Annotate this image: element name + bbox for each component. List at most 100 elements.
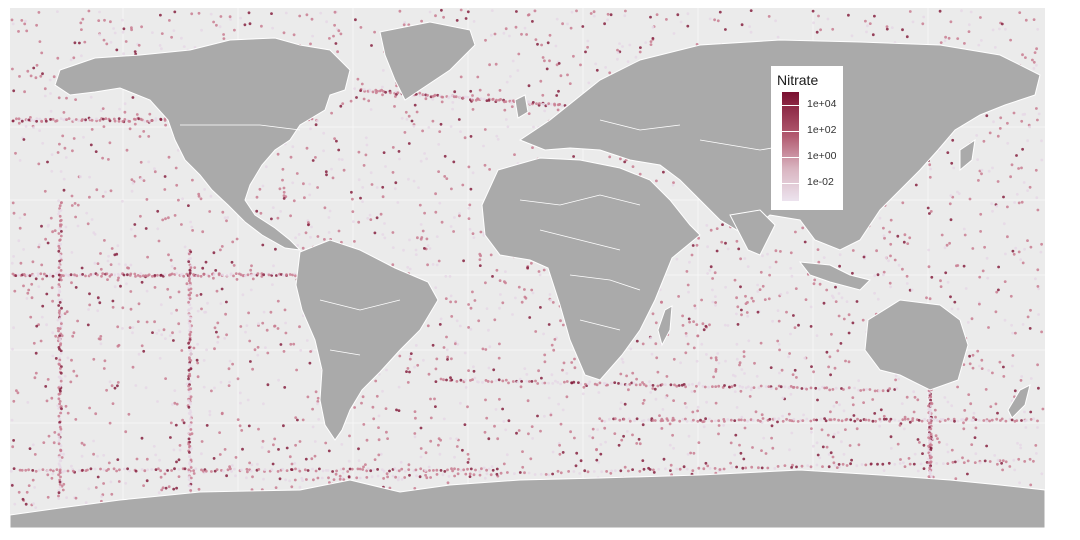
observation-point <box>661 408 665 411</box>
observation-point <box>974 452 978 456</box>
observation-point <box>189 480 193 484</box>
observation-point <box>890 26 894 29</box>
observation-point <box>433 397 436 401</box>
observation-point <box>435 235 439 239</box>
observation-point <box>173 389 177 392</box>
observation-point <box>751 419 755 422</box>
observation-point <box>943 396 947 399</box>
observation-point <box>122 52 125 56</box>
observation-point <box>307 223 310 227</box>
observation-point <box>320 476 324 480</box>
observation-point <box>341 102 345 105</box>
observation-point <box>157 239 161 243</box>
observation-point <box>353 240 356 243</box>
observation-point <box>316 119 319 123</box>
observation-point <box>974 426 978 430</box>
observation-point <box>187 288 191 292</box>
observation-point <box>360 401 363 405</box>
observation-point <box>888 387 892 391</box>
observation-point <box>723 420 726 423</box>
observation-point <box>876 273 880 277</box>
observation-point <box>827 453 831 456</box>
observation-point <box>647 418 650 422</box>
observation-point <box>334 472 338 476</box>
observation-point <box>717 361 721 365</box>
observation-point <box>980 39 983 42</box>
observation-point <box>456 472 460 476</box>
observation-point <box>811 9 815 13</box>
observation-point <box>43 189 47 193</box>
observation-point <box>39 272 43 276</box>
observation-point <box>47 223 50 227</box>
observation-point <box>388 469 391 473</box>
observation-point <box>730 465 734 469</box>
observation-point <box>59 405 63 408</box>
observation-point <box>187 388 191 391</box>
observation-point <box>882 273 885 277</box>
observation-point <box>35 63 39 67</box>
observation-point <box>498 306 501 310</box>
observation-point <box>592 10 596 14</box>
observation-point <box>901 418 905 421</box>
observation-point <box>163 472 167 476</box>
observation-point <box>58 142 61 146</box>
observation-point <box>1011 249 1015 253</box>
observation-point <box>58 392 62 396</box>
observation-point <box>96 296 100 300</box>
observation-point <box>282 273 285 277</box>
observation-point <box>939 41 943 44</box>
observation-point <box>189 448 193 451</box>
observation-point <box>1035 107 1038 110</box>
observation-point <box>873 274 877 278</box>
observation-point <box>760 466 764 470</box>
observation-point <box>451 107 454 111</box>
observation-point <box>32 502 35 505</box>
observation-point <box>1015 154 1018 157</box>
observation-point <box>726 418 730 421</box>
observation-point <box>24 468 28 472</box>
observation-point <box>233 28 236 32</box>
observation-point <box>439 122 443 126</box>
observation-point <box>774 260 778 264</box>
observation-point <box>112 27 115 30</box>
observation-point <box>652 468 655 472</box>
observation-point <box>825 288 829 292</box>
observation-point <box>295 368 298 372</box>
observation-point <box>439 377 443 381</box>
observation-point <box>1001 468 1004 472</box>
observation-point <box>306 395 310 399</box>
observation-point <box>929 464 932 468</box>
observation-point <box>419 159 423 163</box>
observation-point <box>845 464 849 467</box>
observation-point <box>761 417 765 420</box>
observation-point <box>884 417 888 421</box>
observation-point <box>110 492 114 496</box>
observation-point <box>34 506 38 509</box>
observation-point <box>37 285 41 288</box>
observation-point <box>43 272 46 276</box>
observation-point <box>542 332 545 336</box>
observation-point <box>97 19 101 22</box>
observation-point <box>812 418 816 422</box>
observation-point <box>713 467 717 470</box>
observation-point <box>692 418 695 422</box>
observation-point <box>81 17 85 21</box>
observation-point <box>92 357 96 361</box>
observation-point <box>631 165 635 169</box>
observation-point <box>234 272 238 275</box>
observation-point <box>969 10 973 14</box>
observation-point <box>714 385 718 388</box>
observation-point <box>539 79 543 83</box>
observation-point <box>180 349 184 352</box>
observation-point <box>939 279 942 283</box>
observation-point <box>51 117 55 121</box>
observation-point <box>374 379 378 383</box>
observation-point <box>196 361 200 365</box>
observation-point <box>557 62 561 65</box>
observation-point <box>507 419 511 423</box>
observation-point <box>398 354 402 358</box>
observation-point <box>406 367 410 370</box>
observation-point <box>591 436 595 440</box>
observation-point <box>188 271 192 275</box>
observation-point <box>682 465 686 469</box>
